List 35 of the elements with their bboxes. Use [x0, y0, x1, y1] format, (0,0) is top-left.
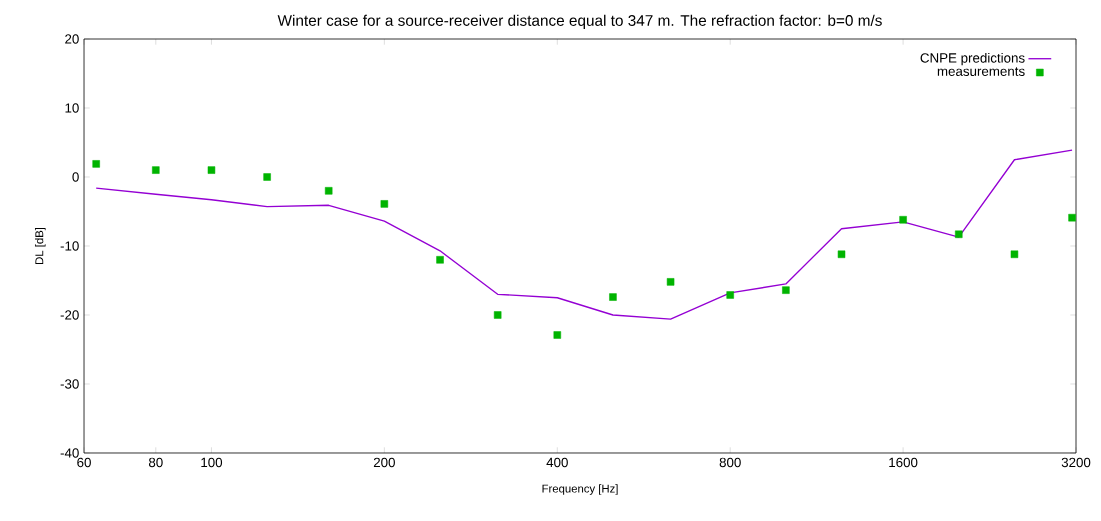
y-tick-label: 10 — [65, 103, 79, 113]
y-tick-label: -40 — [60, 448, 79, 458]
point — [263, 173, 271, 181]
x-tick-label: 80 — [148, 457, 163, 468]
point — [207, 166, 216, 174]
legend-label: measurements — [937, 67, 1025, 76]
y-tick-label: -20 — [60, 310, 79, 320]
y-tick-label: -10 — [60, 241, 79, 251]
point — [436, 256, 444, 264]
chart-title: Winter case for a source-receiver distance equal to 347 m. The refraction factor: b=0 m/s — [277, 14, 882, 29]
point — [1010, 250, 1019, 259]
y-tick-label: -30 — [60, 379, 79, 389]
point — [837, 250, 846, 259]
x-tick-label: 200 — [373, 457, 395, 468]
point — [553, 331, 562, 339]
x-axis-title: Frequency [Hz] — [542, 484, 618, 495]
point — [782, 286, 790, 294]
point — [92, 160, 100, 168]
x-tick-label: 3200 — [1061, 457, 1091, 468]
y-tick-label: 20 — [65, 34, 79, 44]
point — [609, 293, 617, 301]
point — [955, 230, 963, 239]
y-tick-label: 0 — [72, 172, 79, 182]
x-tick-label: 1600 — [889, 457, 918, 468]
point — [1068, 213, 1076, 222]
point — [493, 311, 502, 319]
x-tick-label: 100 — [201, 457, 223, 468]
x-tick-label: 60 — [77, 457, 91, 468]
point — [152, 166, 160, 174]
x-tick-label: 800 — [719, 457, 741, 468]
y-axis-title: DL [dB] — [34, 227, 46, 264]
legend-label: CNPE predictions — [920, 52, 1025, 66]
point — [666, 278, 675, 286]
point — [380, 200, 389, 208]
x-tick-label: 400 — [546, 457, 568, 468]
